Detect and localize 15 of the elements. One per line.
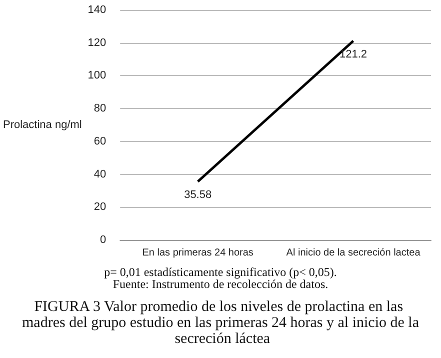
data-label: 121.2 — [340, 48, 368, 60]
x-tick-label: En las primeras 24 horas — [142, 248, 254, 258]
data-label: 35.58 — [184, 189, 212, 202]
text: FIGURA 3 Valor promedio de los niveles de prolactina en las madres del grupo estudio en las primeras 24 horas y al inicio de la secreción láctea — [22, 299, 420, 347]
y-tick-label: 40 — [94, 168, 106, 180]
x-tick-label: Al inicio de la secreción lactea — [286, 248, 421, 258]
y-tick-label: 100 — [88, 70, 106, 82]
y-tick-label: 60 — [94, 135, 106, 148]
y-tick-label: 140 — [88, 4, 106, 16]
text: p= 0,01 estadísticamente significativo (p< 0,05). — [104, 265, 337, 279]
y-tick-label: 120 — [88, 36, 106, 49]
y-tick-label: 0 — [100, 234, 106, 246]
y-axis-title: Prolactina ng/ml — [2, 119, 82, 131]
y-tick-label: 80 — [94, 102, 106, 115]
y-tick-label: 20 — [94, 201, 106, 214]
